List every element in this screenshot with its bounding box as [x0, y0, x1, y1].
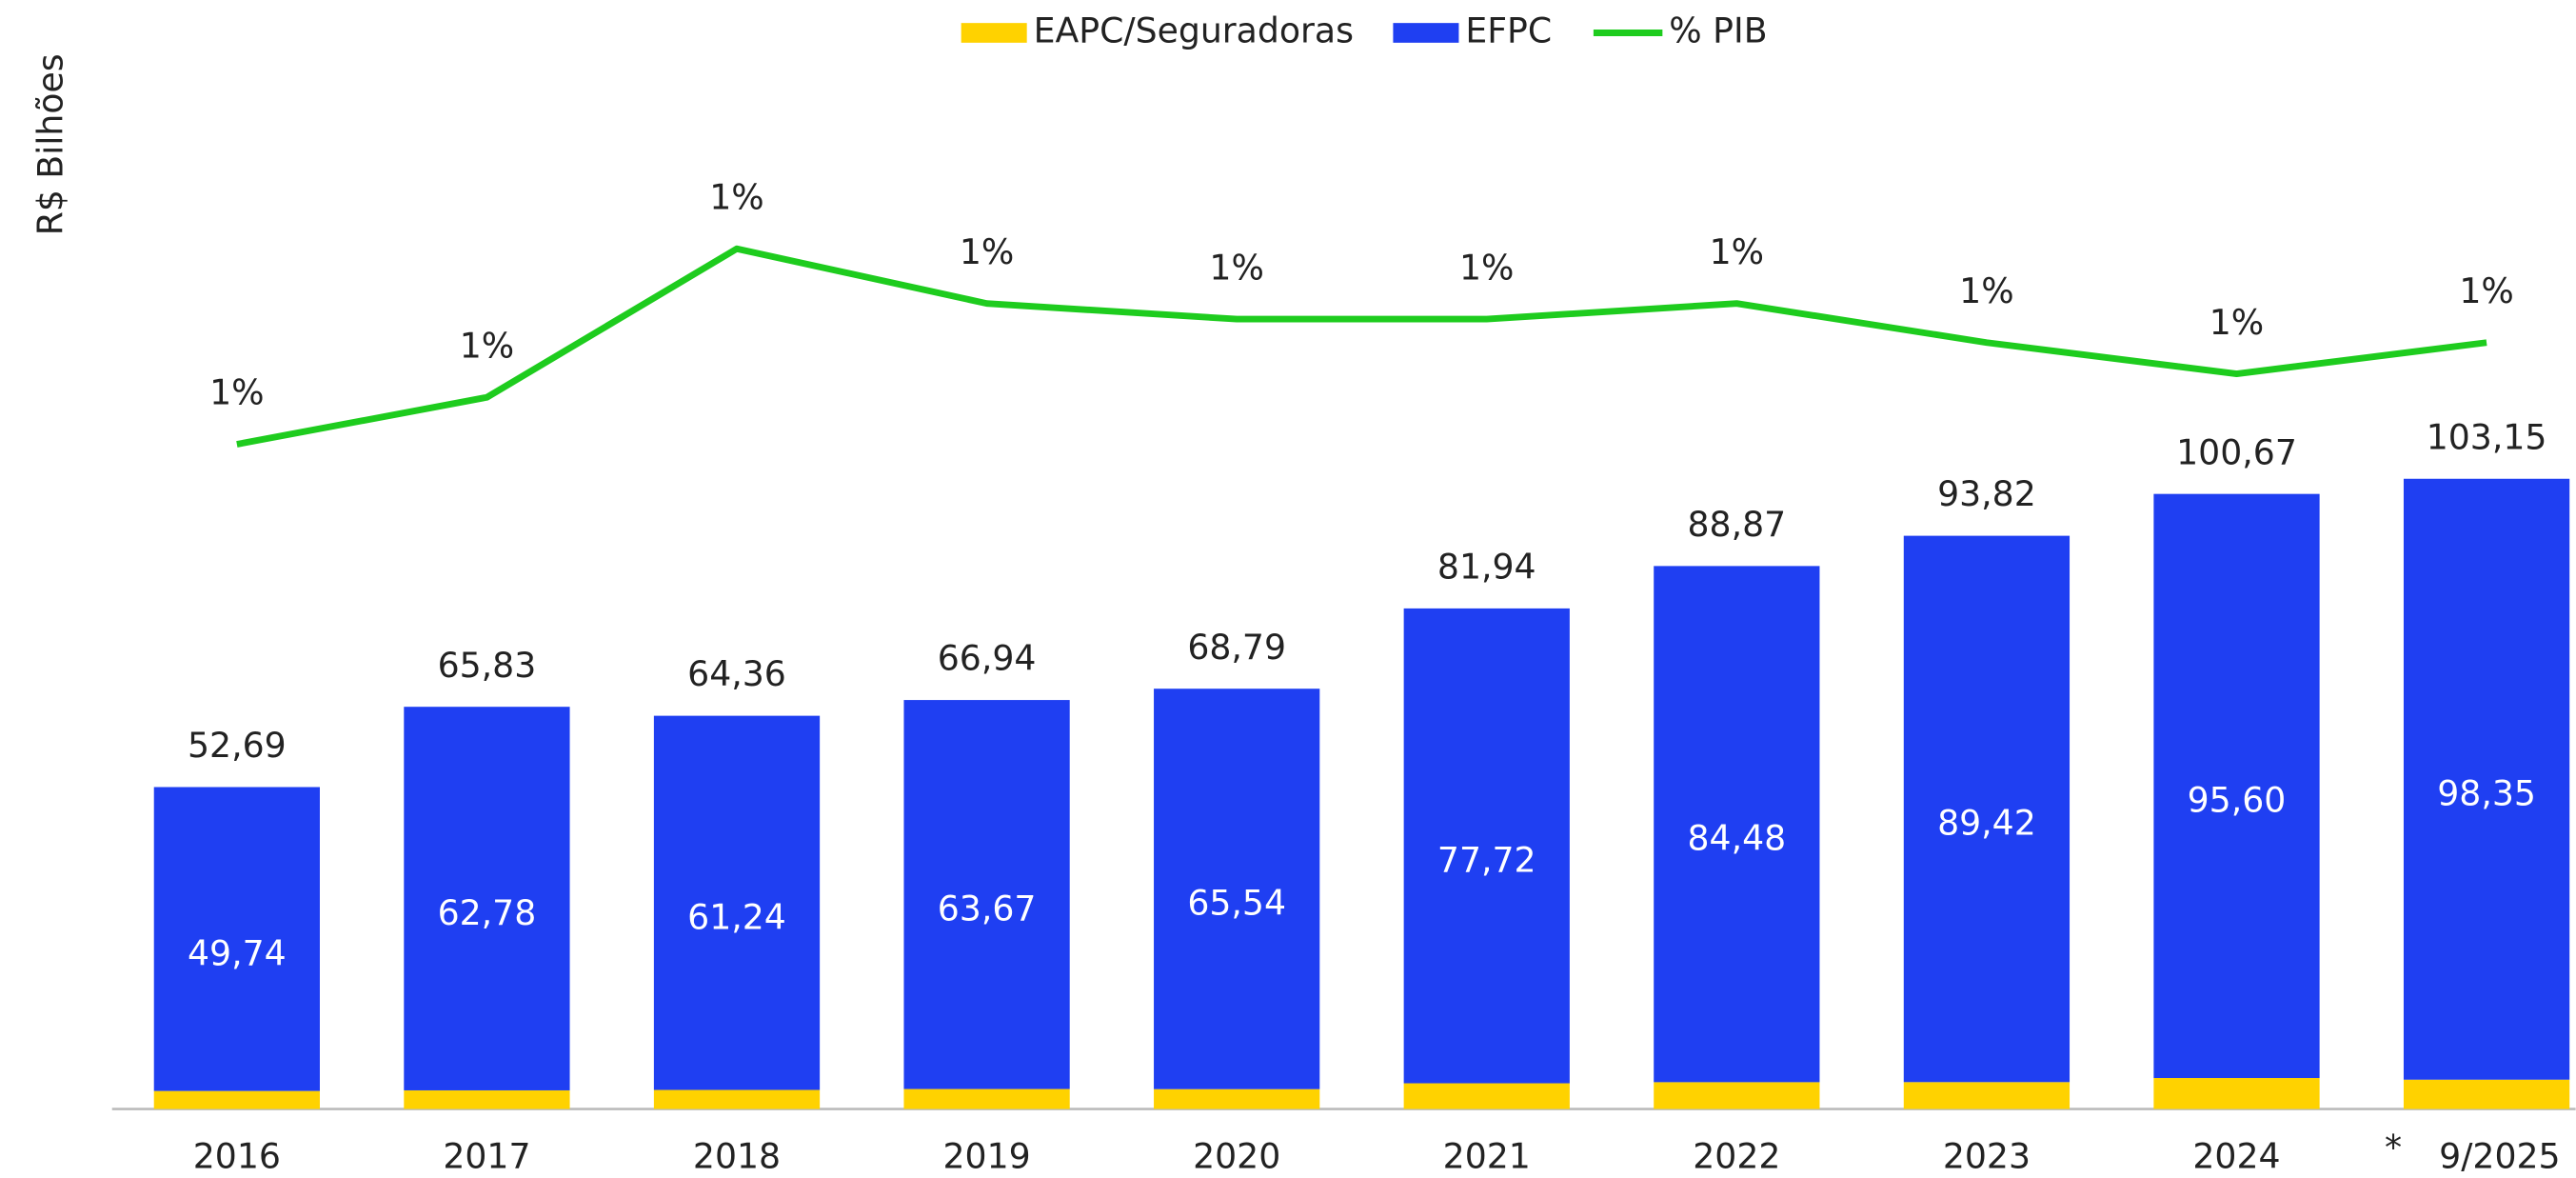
data-label: 62,78 [438, 892, 537, 933]
line-label: 1% [1959, 270, 2013, 311]
line-label: 1% [1710, 231, 1764, 272]
bar [653, 1089, 821, 1109]
data-label: 84,48 [1687, 818, 1786, 859]
line-label: 1% [1209, 247, 1263, 288]
data-label: 63,67 [938, 888, 1037, 929]
line-label: 1% [709, 176, 763, 217]
total-label: 66,94 [938, 638, 1037, 679]
data-label: 98,35 [2437, 773, 2536, 814]
total-label: 68,79 [1187, 627, 1286, 668]
total-label: 52,69 [188, 725, 287, 766]
bar [404, 1089, 570, 1109]
line-label: 1% [960, 231, 1014, 272]
x-tick-label: 2022 [1693, 1135, 1780, 1176]
total-label: 103,15 [2427, 416, 2547, 457]
bar [153, 1090, 320, 1109]
legend-label: % PIB [1669, 10, 1767, 51]
bar [1903, 1082, 2071, 1109]
x-tick-label: 2020 [1193, 1135, 1280, 1176]
legend-label: EAPC/Seguradoras [1034, 10, 1354, 51]
line [236, 245, 2487, 448]
data-label: 65,54 [1187, 883, 1286, 924]
total-label: 64,36 [687, 653, 786, 694]
x-tick-label: 2016 [193, 1135, 281, 1176]
bar [2153, 1078, 2320, 1109]
bar [903, 700, 1070, 1089]
x-tick-label: 2024 [2192, 1135, 2280, 1176]
bar [1403, 1083, 1570, 1109]
data-label: 89,42 [1937, 803, 2036, 844]
data-label: 77,72 [1437, 839, 1536, 880]
total-label: 81,94 [1437, 546, 1536, 587]
legend-label: EFPC [1465, 10, 1552, 51]
bar [404, 707, 570, 1090]
line-label: 1% [1459, 247, 1514, 288]
data-label: 49,74 [188, 932, 287, 973]
bar [1903, 535, 2071, 1083]
bar [903, 1088, 1070, 1109]
bar [2153, 493, 2320, 1079]
line-label: 1% [2209, 302, 2264, 343]
total-label: 93,82 [1937, 473, 2036, 514]
x-tick-label: 9/2025 [2439, 1135, 2560, 1176]
x-tick-label: 2017 [443, 1135, 530, 1176]
x-tick-label: 2019 [942, 1135, 1030, 1176]
bar [153, 787, 320, 1091]
legend-swatch [961, 23, 1027, 43]
x-tick-label: 2021 [1443, 1135, 1531, 1176]
data-label: 95,60 [2188, 780, 2287, 821]
bar [653, 715, 821, 1090]
x-tick-label: 2018 [693, 1135, 781, 1176]
total-label: 65,83 [438, 645, 537, 686]
bar [1403, 608, 1570, 1084]
data-label: 61,24 [687, 896, 786, 937]
bar [2403, 1079, 2570, 1109]
y-axis-label: R$ Bilhões [30, 53, 71, 235]
total-label: 100,67 [2176, 431, 2297, 472]
legend-swatch [1393, 23, 1459, 43]
bar [1154, 1088, 1320, 1109]
line-label: 1% [209, 372, 264, 413]
bar [2403, 478, 2570, 1080]
line-label: 1% [2459, 270, 2513, 311]
bar [1654, 1082, 1820, 1109]
line-label: 1% [460, 325, 514, 366]
bar [1154, 689, 1320, 1089]
x-tick-label: 2023 [1943, 1135, 2031, 1176]
annotation: * [2385, 1128, 2402, 1168]
total-label: 88,87 [1687, 504, 1786, 545]
bar [1654, 566, 1820, 1083]
